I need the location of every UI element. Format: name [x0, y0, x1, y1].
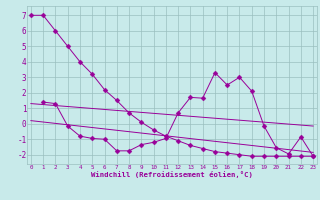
- X-axis label: Windchill (Refroidissement éolien,°C): Windchill (Refroidissement éolien,°C): [91, 171, 253, 178]
